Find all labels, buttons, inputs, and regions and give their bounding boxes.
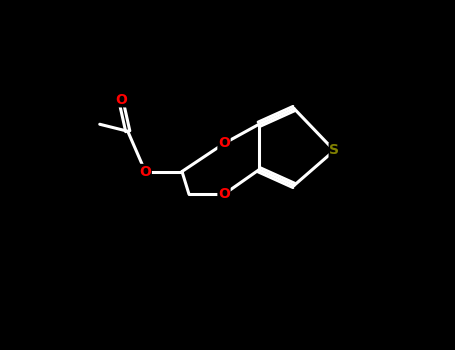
Text: O: O bbox=[115, 93, 126, 107]
Text: O: O bbox=[218, 136, 230, 150]
Text: O: O bbox=[139, 164, 151, 178]
Text: O: O bbox=[218, 187, 230, 201]
Text: S: S bbox=[329, 144, 339, 158]
